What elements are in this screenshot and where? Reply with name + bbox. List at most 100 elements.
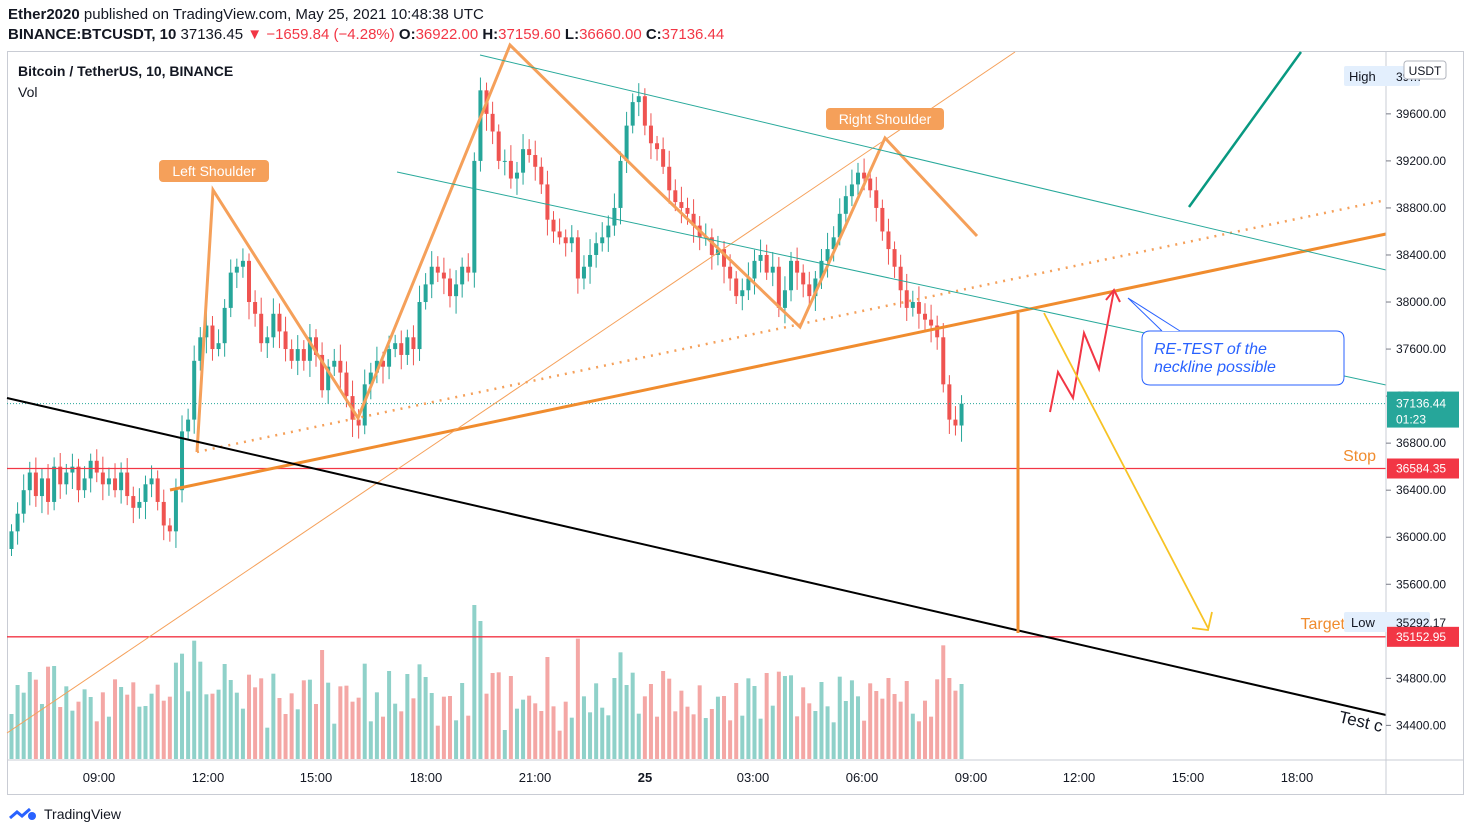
candle-body	[563, 237, 568, 244]
volume-bar	[527, 695, 532, 759]
candle-body	[728, 266, 733, 279]
candle-body	[588, 254, 593, 267]
volume-bar	[198, 661, 203, 759]
candle-body	[27, 472, 32, 491]
candle-body	[454, 284, 459, 297]
close-label: C:	[645, 26, 662, 43]
volume-bar	[618, 652, 623, 759]
candle-body	[368, 372, 373, 385]
candle-body	[283, 331, 288, 350]
volume-bar	[697, 685, 702, 759]
volume-bar	[125, 694, 130, 759]
tradingview-logo-icon	[9, 807, 36, 820]
candle-body	[874, 190, 879, 208]
candle-body	[82, 478, 87, 491]
candle-body	[387, 349, 392, 367]
candle-body	[259, 313, 264, 344]
volume-bar	[186, 691, 191, 759]
candle-body	[740, 290, 745, 297]
candle-body	[618, 160, 623, 208]
volume-bar	[892, 694, 897, 759]
y-tick-label: 39600.00	[1396, 107, 1446, 121]
candle-body	[216, 343, 221, 350]
currency-badge	[1403, 60, 1447, 80]
retest-callout-box	[1141, 330, 1345, 386]
volume-bar	[271, 673, 276, 759]
volume-bar	[849, 680, 854, 759]
volume-legend: Vol	[18, 84, 38, 100]
volume-bar	[734, 683, 739, 759]
y-tick-label: 38400.00	[1396, 248, 1446, 262]
volume-bar	[709, 709, 714, 759]
x-tick-label: 15:00	[1172, 770, 1205, 785]
volume-bar	[362, 663, 367, 759]
stop-annotation: Stop	[1343, 448, 1376, 465]
candle-body	[904, 290, 909, 308]
volume-bar	[935, 679, 940, 759]
candle-body	[76, 466, 81, 491]
target-annotation: Target	[1301, 616, 1346, 633]
y-tick-label: 36000.00	[1396, 530, 1446, 544]
volume-bar	[722, 696, 727, 759]
candle-body	[435, 266, 440, 273]
y-tick-label: 36400.00	[1396, 483, 1446, 497]
volume-bar	[923, 700, 927, 759]
volume-bars	[9, 605, 964, 759]
footer[interactable]: TradingView	[8, 806, 121, 822]
candle-body	[466, 266, 471, 273]
volume-bar	[953, 690, 958, 759]
candle-body	[161, 501, 166, 526]
volume-bar	[222, 664, 227, 759]
candle-body	[405, 337, 410, 355]
candle-body	[849, 184, 854, 197]
candle-body	[734, 278, 739, 297]
volume-bar	[594, 683, 599, 759]
x-tick-label: 18:00	[410, 770, 443, 785]
volume-bar	[478, 621, 483, 759]
volume-bar	[746, 678, 751, 759]
ohlc-line: BINANCE:BTCUSDT, 10 37136.45 ▼ −1659.84 …	[8, 26, 724, 43]
candle-body	[58, 466, 63, 485]
y-tick-label: 38800.00	[1396, 201, 1446, 215]
volume-bar	[228, 680, 233, 759]
volume-bar	[27, 672, 32, 759]
candle-body	[137, 501, 142, 508]
projection-arrowhead	[1191, 611, 1213, 631]
candle-body	[923, 313, 927, 320]
candles	[9, 77, 964, 557]
candle-body	[837, 213, 842, 238]
volume-bar	[253, 687, 258, 759]
right-shoulder-label: Right Shoulder	[839, 111, 932, 127]
candle-body	[320, 354, 325, 391]
volume-bar	[856, 696, 861, 759]
candle-body	[569, 237, 574, 244]
candle-body	[478, 90, 483, 161]
volume-bar	[807, 703, 812, 759]
volume-bar	[648, 684, 653, 759]
candle-body	[277, 313, 282, 332]
candle-body	[88, 460, 93, 479]
open-value: 36922.00	[415, 26, 479, 43]
candle-body	[673, 190, 678, 203]
volume-bar	[819, 682, 824, 759]
retest-zigzag	[1049, 289, 1115, 413]
volume-bar	[764, 673, 769, 759]
candle-body	[685, 207, 690, 214]
candle-body	[125, 472, 130, 497]
candle-body	[380, 360, 385, 367]
chart-frame[interactable]	[7, 51, 1464, 795]
candle-body	[722, 249, 727, 267]
volume-bar	[916, 721, 921, 759]
candle-body	[417, 302, 422, 350]
x-tick-label: 12:00	[192, 770, 225, 785]
candle-body	[240, 260, 245, 267]
volume-bar	[941, 645, 946, 759]
candle-body	[338, 360, 343, 373]
volume-bar	[673, 711, 678, 759]
stop-price-value: 36584.35	[1396, 462, 1446, 476]
volume-bar	[167, 696, 172, 759]
volume-bar	[545, 657, 550, 759]
brand-name: TradingView	[44, 806, 122, 822]
high-label: H:	[482, 26, 499, 43]
